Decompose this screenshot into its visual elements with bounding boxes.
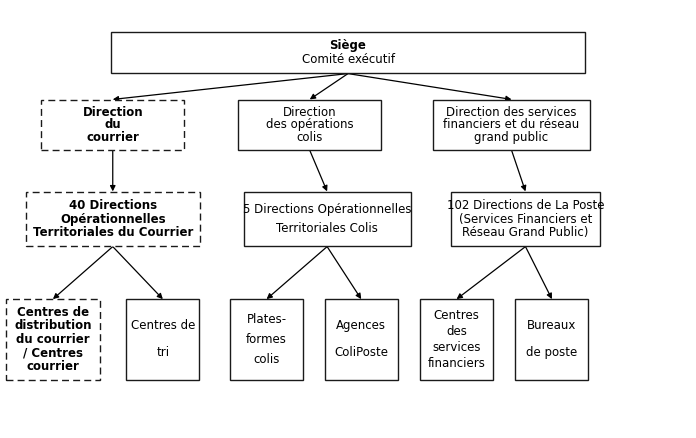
FancyBboxPatch shape [238,100,381,150]
Text: distribution: distribution [14,319,92,332]
Text: Plates-: Plates- [246,313,287,326]
FancyBboxPatch shape [324,299,398,380]
FancyBboxPatch shape [244,192,411,246]
Text: Centres de: Centres de [17,306,89,319]
FancyBboxPatch shape [451,192,600,246]
FancyBboxPatch shape [6,299,100,380]
Text: grand public: grand public [475,131,548,144]
FancyBboxPatch shape [515,299,589,380]
Text: ColiPoste: ColiPoste [334,346,388,360]
FancyBboxPatch shape [127,299,200,380]
Text: colis: colis [296,131,323,144]
Text: tri: tri [157,346,169,360]
Text: services: services [432,341,481,354]
Text: Territoriales Colis: Territoriales Colis [276,222,378,235]
Text: Opérationnelles: Opérationnelles [60,212,166,226]
Text: du courrier: du courrier [16,333,90,346]
Text: Comité exécutif: Comité exécutif [301,53,395,66]
Text: financiers et du réseau: financiers et du réseau [443,118,580,131]
FancyBboxPatch shape [42,100,184,150]
Text: Bureaux: Bureaux [528,319,576,332]
Text: formes: formes [246,333,287,346]
Text: / Centres: / Centres [23,346,83,360]
Text: 40 Directions: 40 Directions [69,199,157,212]
Text: Agences: Agences [336,319,386,332]
Text: du: du [104,118,121,131]
Text: Centres: Centres [434,309,480,321]
Text: Direction des services: Direction des services [446,106,577,119]
Text: Territoriales du Courrier: Territoriales du Courrier [33,226,193,239]
Text: Direction: Direction [82,106,143,119]
Text: Direction: Direction [283,106,337,119]
Text: colis: colis [253,353,280,366]
Text: des: des [446,325,467,338]
FancyBboxPatch shape [433,100,590,150]
Text: Réseau Grand Public): Réseau Grand Public) [462,226,589,239]
FancyBboxPatch shape [26,192,200,246]
Text: (Services Financiers et: (Services Financiers et [459,212,592,226]
Text: Siège: Siège [330,39,366,52]
FancyBboxPatch shape [111,32,585,74]
Text: 5 Directions Opérationnelles: 5 Directions Opérationnelles [243,203,411,216]
Text: courrier: courrier [26,360,79,373]
Text: financiers: financiers [427,357,486,370]
FancyBboxPatch shape [420,299,493,380]
Text: Centres de: Centres de [131,319,195,332]
Text: courrier: courrier [86,131,139,144]
Text: 102 Directions de La Poste: 102 Directions de La Poste [447,199,604,212]
Text: des opérations: des opérations [266,118,354,131]
Text: de poste: de poste [526,346,578,360]
FancyBboxPatch shape [230,299,303,380]
